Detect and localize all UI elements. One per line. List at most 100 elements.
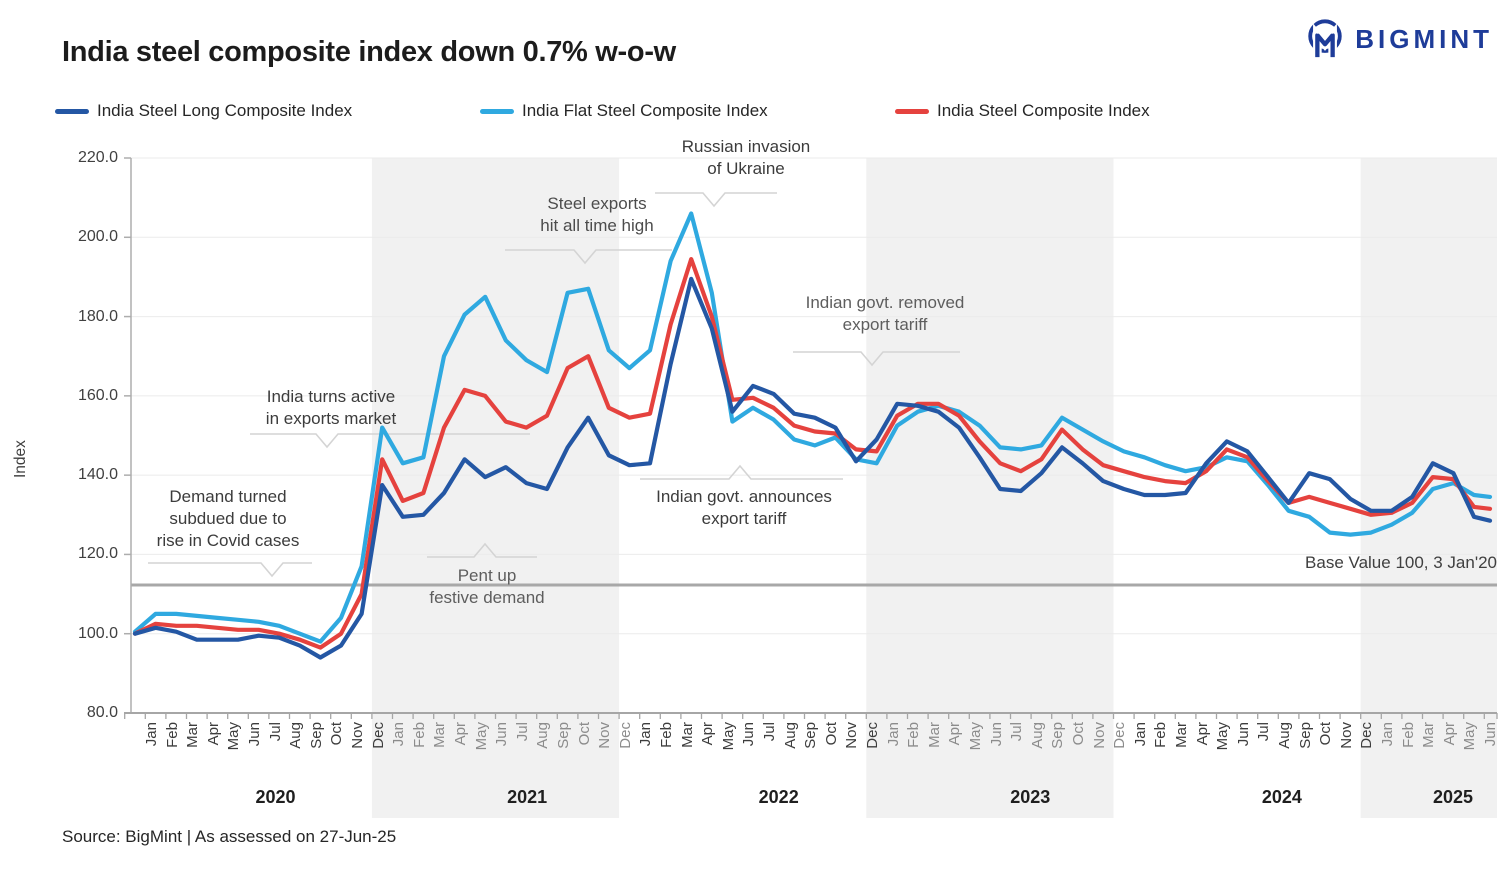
annotation-announce-tariff: Indian govt. announces export tariff bbox=[656, 487, 832, 528]
x-month-label: Nov bbox=[596, 722, 614, 749]
x-month-label: Aug bbox=[781, 722, 799, 749]
y-tick-label: 100.0 bbox=[77, 624, 118, 642]
x-month-label: Jun bbox=[246, 722, 263, 747]
legend-item-long: India Steel Long Composite Index bbox=[55, 101, 352, 121]
x-month-label: Jan bbox=[637, 722, 655, 747]
series-line-india-flat-steel-composite-index bbox=[132, 211, 1493, 644]
legend-label: India Steel Long Composite Index bbox=[97, 101, 353, 120]
x-month-label: May bbox=[1214, 722, 1232, 751]
x-month-label: Jan bbox=[884, 722, 902, 747]
x-month-label: May bbox=[225, 722, 243, 751]
legend-item-flat: India Flat Steel Composite Index bbox=[480, 101, 768, 121]
legend-item-composite: India Steel Composite Index bbox=[895, 101, 1150, 121]
x-month-label: Mar bbox=[1420, 722, 1438, 748]
x-year-label-2025: 2025 bbox=[1432, 787, 1474, 807]
x-month-label: Sep bbox=[555, 722, 572, 749]
x-month-label: Jan bbox=[1131, 722, 1149, 747]
annotation-bracket-pent-up-demand bbox=[427, 542, 537, 558]
y-axis-title: Index bbox=[12, 440, 29, 478]
x-month-label: Dec bbox=[1358, 722, 1376, 749]
annotation-bracket-steel-exports-high bbox=[505, 249, 672, 265]
x-month-label: Jan bbox=[143, 722, 160, 747]
year-band-2025 bbox=[1360, 158, 1497, 818]
x-month-label: Oct bbox=[328, 722, 346, 746]
x-month-label: Oct bbox=[822, 722, 840, 746]
x-month-label: Feb bbox=[410, 722, 428, 748]
x-month-label: Jul bbox=[1008, 722, 1026, 742]
y-tick-label: 160.0 bbox=[77, 386, 118, 404]
source-note: Source: BigMint | As assessed on 27-Jun-… bbox=[62, 827, 397, 846]
legend-swatch-composite bbox=[895, 108, 929, 114]
x-month-label: Sep bbox=[307, 722, 325, 749]
series-line-india-steel-composite-index bbox=[132, 257, 1493, 650]
x-month-label: Jan bbox=[390, 722, 408, 747]
x-year-label-2023: 2023 bbox=[1010, 787, 1051, 807]
x-year-label-2020: 2020 bbox=[255, 787, 296, 807]
x-month-label: Aug bbox=[287, 722, 305, 749]
annotation-bracket-removed-tariff bbox=[793, 351, 960, 367]
x-month-label: Nov bbox=[349, 722, 366, 749]
year-band-2021 bbox=[371, 158, 620, 818]
legend-swatch-flat bbox=[480, 108, 514, 114]
x-month-label: Dec bbox=[369, 722, 387, 749]
x-month-label: Mar bbox=[184, 722, 202, 748]
x-month-label: Jul bbox=[266, 722, 284, 742]
annotation-exports-active: India turns active in exports market bbox=[265, 387, 397, 428]
x-month-label: Jul bbox=[513, 722, 531, 742]
x-year-label-2022: 2022 bbox=[758, 787, 799, 807]
y-tick-label: 200.0 bbox=[77, 228, 118, 246]
x-month-label: May bbox=[719, 722, 737, 751]
y-tick-label: 120.0 bbox=[77, 545, 118, 563]
x-month-label: Feb bbox=[1152, 722, 1170, 748]
x-month-label: Jun bbox=[987, 722, 1005, 747]
x-month-label: Apr bbox=[204, 722, 222, 746]
x-month-label: Jun bbox=[493, 722, 511, 747]
x-month-label: Feb bbox=[1399, 722, 1417, 748]
y-tick-label: 140.0 bbox=[77, 466, 118, 484]
bigmint-logo: BIGMINT bbox=[1304, 16, 1493, 62]
annotation-pent-up-demand: Pent up festive demand bbox=[429, 566, 545, 607]
x-year-label-2021: 2021 bbox=[507, 787, 548, 807]
x-month-label: Jun bbox=[1482, 722, 1499, 747]
x-month-label: Feb bbox=[905, 722, 923, 748]
x-month-label: Mar bbox=[1173, 722, 1190, 748]
y-tick-label: 180.0 bbox=[77, 307, 118, 325]
bigmint-logo-text: BIGMINT bbox=[1355, 23, 1493, 54]
y-tick-label: 80.0 bbox=[86, 704, 118, 721]
x-month-label: Aug bbox=[534, 722, 552, 749]
x-month-label: Sep bbox=[802, 722, 820, 749]
annotation-russian-invasion: Russian invasion of Ukraine bbox=[681, 137, 811, 178]
x-month-label: May bbox=[1461, 722, 1479, 751]
x-month-label: Feb bbox=[163, 722, 181, 748]
x-month-label: Dec bbox=[616, 722, 634, 749]
x-month-label: Mar bbox=[431, 722, 449, 748]
x-month-label: Nov bbox=[1337, 722, 1355, 749]
series-line-india-steel-long-composite-index bbox=[132, 276, 1493, 660]
x-month-label: Jul bbox=[1255, 722, 1273, 742]
x-month-label: Dec bbox=[864, 722, 881, 749]
x-month-label: Mar bbox=[925, 722, 943, 748]
x-month-label: Apr bbox=[946, 722, 964, 746]
x-month-label: Aug bbox=[1276, 722, 1293, 749]
annotation-bracket-announce-tariff bbox=[640, 464, 843, 480]
x-month-label: Sep bbox=[1296, 722, 1314, 749]
annotation-steel-exports-high: Steel exports hit all time high bbox=[540, 194, 654, 235]
x-month-label: Dec bbox=[1111, 722, 1129, 749]
x-month-label: Apr bbox=[1193, 722, 1211, 746]
legend-label: India Steel Composite Index bbox=[937, 101, 1150, 120]
x-month-label: Oct bbox=[1317, 722, 1335, 746]
annotation-removed-tariff: Indian govt. removed export tariff bbox=[805, 293, 965, 334]
x-month-label: Oct bbox=[1070, 722, 1087, 746]
x-month-label: Feb bbox=[658, 722, 675, 748]
x-year-label-2024: 2024 bbox=[1261, 787, 1302, 807]
annotation-bracket-covid-demand bbox=[148, 562, 312, 578]
x-month-label: Aug bbox=[1028, 722, 1046, 749]
annotation-bracket-russian-invasion bbox=[655, 192, 777, 208]
legend-label: India Flat Steel Composite Index bbox=[522, 101, 768, 120]
legend-swatch-long bbox=[55, 108, 89, 114]
x-month-label: May bbox=[967, 722, 984, 751]
x-month-label: Jul bbox=[761, 722, 778, 742]
x-month-label: Mar bbox=[678, 722, 696, 748]
